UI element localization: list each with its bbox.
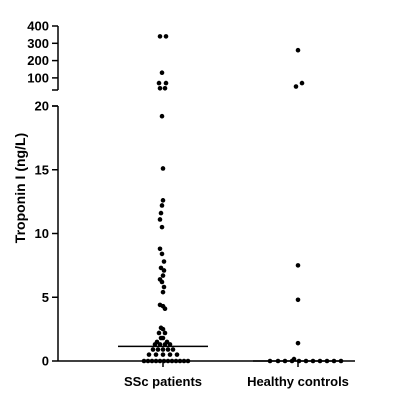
data-point	[282, 358, 288, 364]
data-point	[275, 358, 281, 364]
data-point	[159, 113, 165, 119]
data-point	[181, 358, 187, 364]
data-point	[161, 268, 167, 273]
x-tick-label: Healthy controls	[247, 374, 349, 389]
axes	[52, 26, 355, 362]
y-tick-label: 300	[27, 36, 49, 51]
data-point	[146, 352, 152, 357]
data-point	[293, 84, 299, 89]
data-point	[160, 326, 166, 332]
y-axis-title: Troponin I (ng/L)	[12, 133, 28, 243]
data-point	[174, 352, 180, 357]
data-point	[150, 347, 156, 352]
y-tick-label: 15	[35, 162, 49, 177]
data-point	[185, 358, 191, 364]
data-point	[173, 358, 179, 364]
data-point	[159, 279, 165, 285]
y-tick-label: 20	[35, 99, 49, 114]
data-point	[160, 289, 166, 295]
y-axis-ticks: 0 5 10 15 20 100 200 300 400	[27, 19, 58, 369]
data-point	[157, 246, 163, 252]
data-point	[267, 358, 273, 364]
y-tick-label: 5	[42, 290, 49, 305]
data-point	[295, 47, 301, 53]
data-point	[160, 335, 166, 341]
y-tick-label: 200	[27, 53, 49, 68]
data-point	[153, 358, 159, 364]
data-point	[161, 358, 167, 364]
data-point	[303, 358, 309, 364]
data-point	[157, 358, 163, 364]
data-point	[167, 342, 173, 347]
x-axis-ticks: SSc patients Healthy controls	[124, 361, 349, 389]
data-point	[162, 330, 168, 336]
data-point	[310, 358, 316, 364]
data-point	[160, 352, 166, 357]
data-point	[159, 224, 165, 230]
data-point	[299, 80, 305, 86]
data-point	[295, 340, 301, 346]
data-point	[160, 166, 166, 171]
y-tick-label: 10	[35, 226, 49, 241]
data-point	[152, 342, 158, 347]
x-tick-label: SSc patients	[124, 374, 202, 389]
data-point	[162, 342, 168, 347]
data-point	[156, 80, 162, 86]
data-point	[317, 358, 323, 364]
data-point	[159, 251, 165, 257]
data-point	[177, 358, 183, 364]
data-point	[160, 198, 166, 203]
data-point	[295, 263, 301, 268]
data-point	[157, 217, 163, 222]
data-point	[170, 347, 176, 352]
data-point	[296, 358, 302, 364]
data-point	[162, 85, 168, 91]
data-point	[159, 70, 165, 76]
y-tick-label: 100	[27, 70, 49, 85]
data-point	[157, 34, 163, 39]
data-point	[160, 347, 166, 352]
data-points	[141, 34, 344, 364]
y-tick-label: 400	[27, 19, 49, 34]
data-point	[331, 358, 337, 364]
data-point	[161, 284, 167, 290]
data-point	[163, 34, 169, 39]
data-point	[169, 358, 175, 364]
data-point	[158, 210, 164, 216]
data-point	[295, 297, 301, 303]
data-point	[155, 347, 161, 352]
data-point	[149, 358, 155, 364]
data-point	[145, 358, 151, 364]
data-point	[160, 273, 166, 278]
data-point	[167, 352, 173, 357]
data-point	[153, 352, 159, 357]
data-point	[156, 330, 162, 336]
data-point	[157, 85, 163, 91]
data-point	[162, 306, 168, 312]
data-point	[289, 358, 295, 364]
data-point	[165, 358, 171, 364]
data-point	[324, 358, 330, 364]
data-point	[159, 203, 165, 208]
data-point	[157, 342, 163, 347]
data-point	[141, 358, 147, 364]
data-point	[158, 265, 164, 271]
data-point	[165, 347, 171, 352]
data-point	[163, 80, 169, 86]
y-tick-label: 0	[42, 354, 49, 369]
data-point	[161, 259, 167, 264]
data-point	[338, 358, 344, 364]
